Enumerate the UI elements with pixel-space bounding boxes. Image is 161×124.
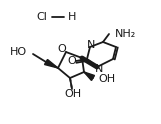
Text: N: N [95, 64, 103, 74]
Text: N: N [87, 40, 95, 50]
Text: NH₂: NH₂ [115, 29, 136, 39]
Text: OH: OH [98, 74, 115, 84]
Polygon shape [44, 60, 58, 68]
Text: OH: OH [64, 89, 82, 99]
Text: Cl: Cl [36, 12, 47, 22]
Text: O: O [68, 56, 76, 66]
Text: H: H [68, 12, 76, 22]
Polygon shape [84, 72, 95, 80]
Text: O: O [58, 44, 66, 54]
Text: HO: HO [10, 47, 27, 57]
